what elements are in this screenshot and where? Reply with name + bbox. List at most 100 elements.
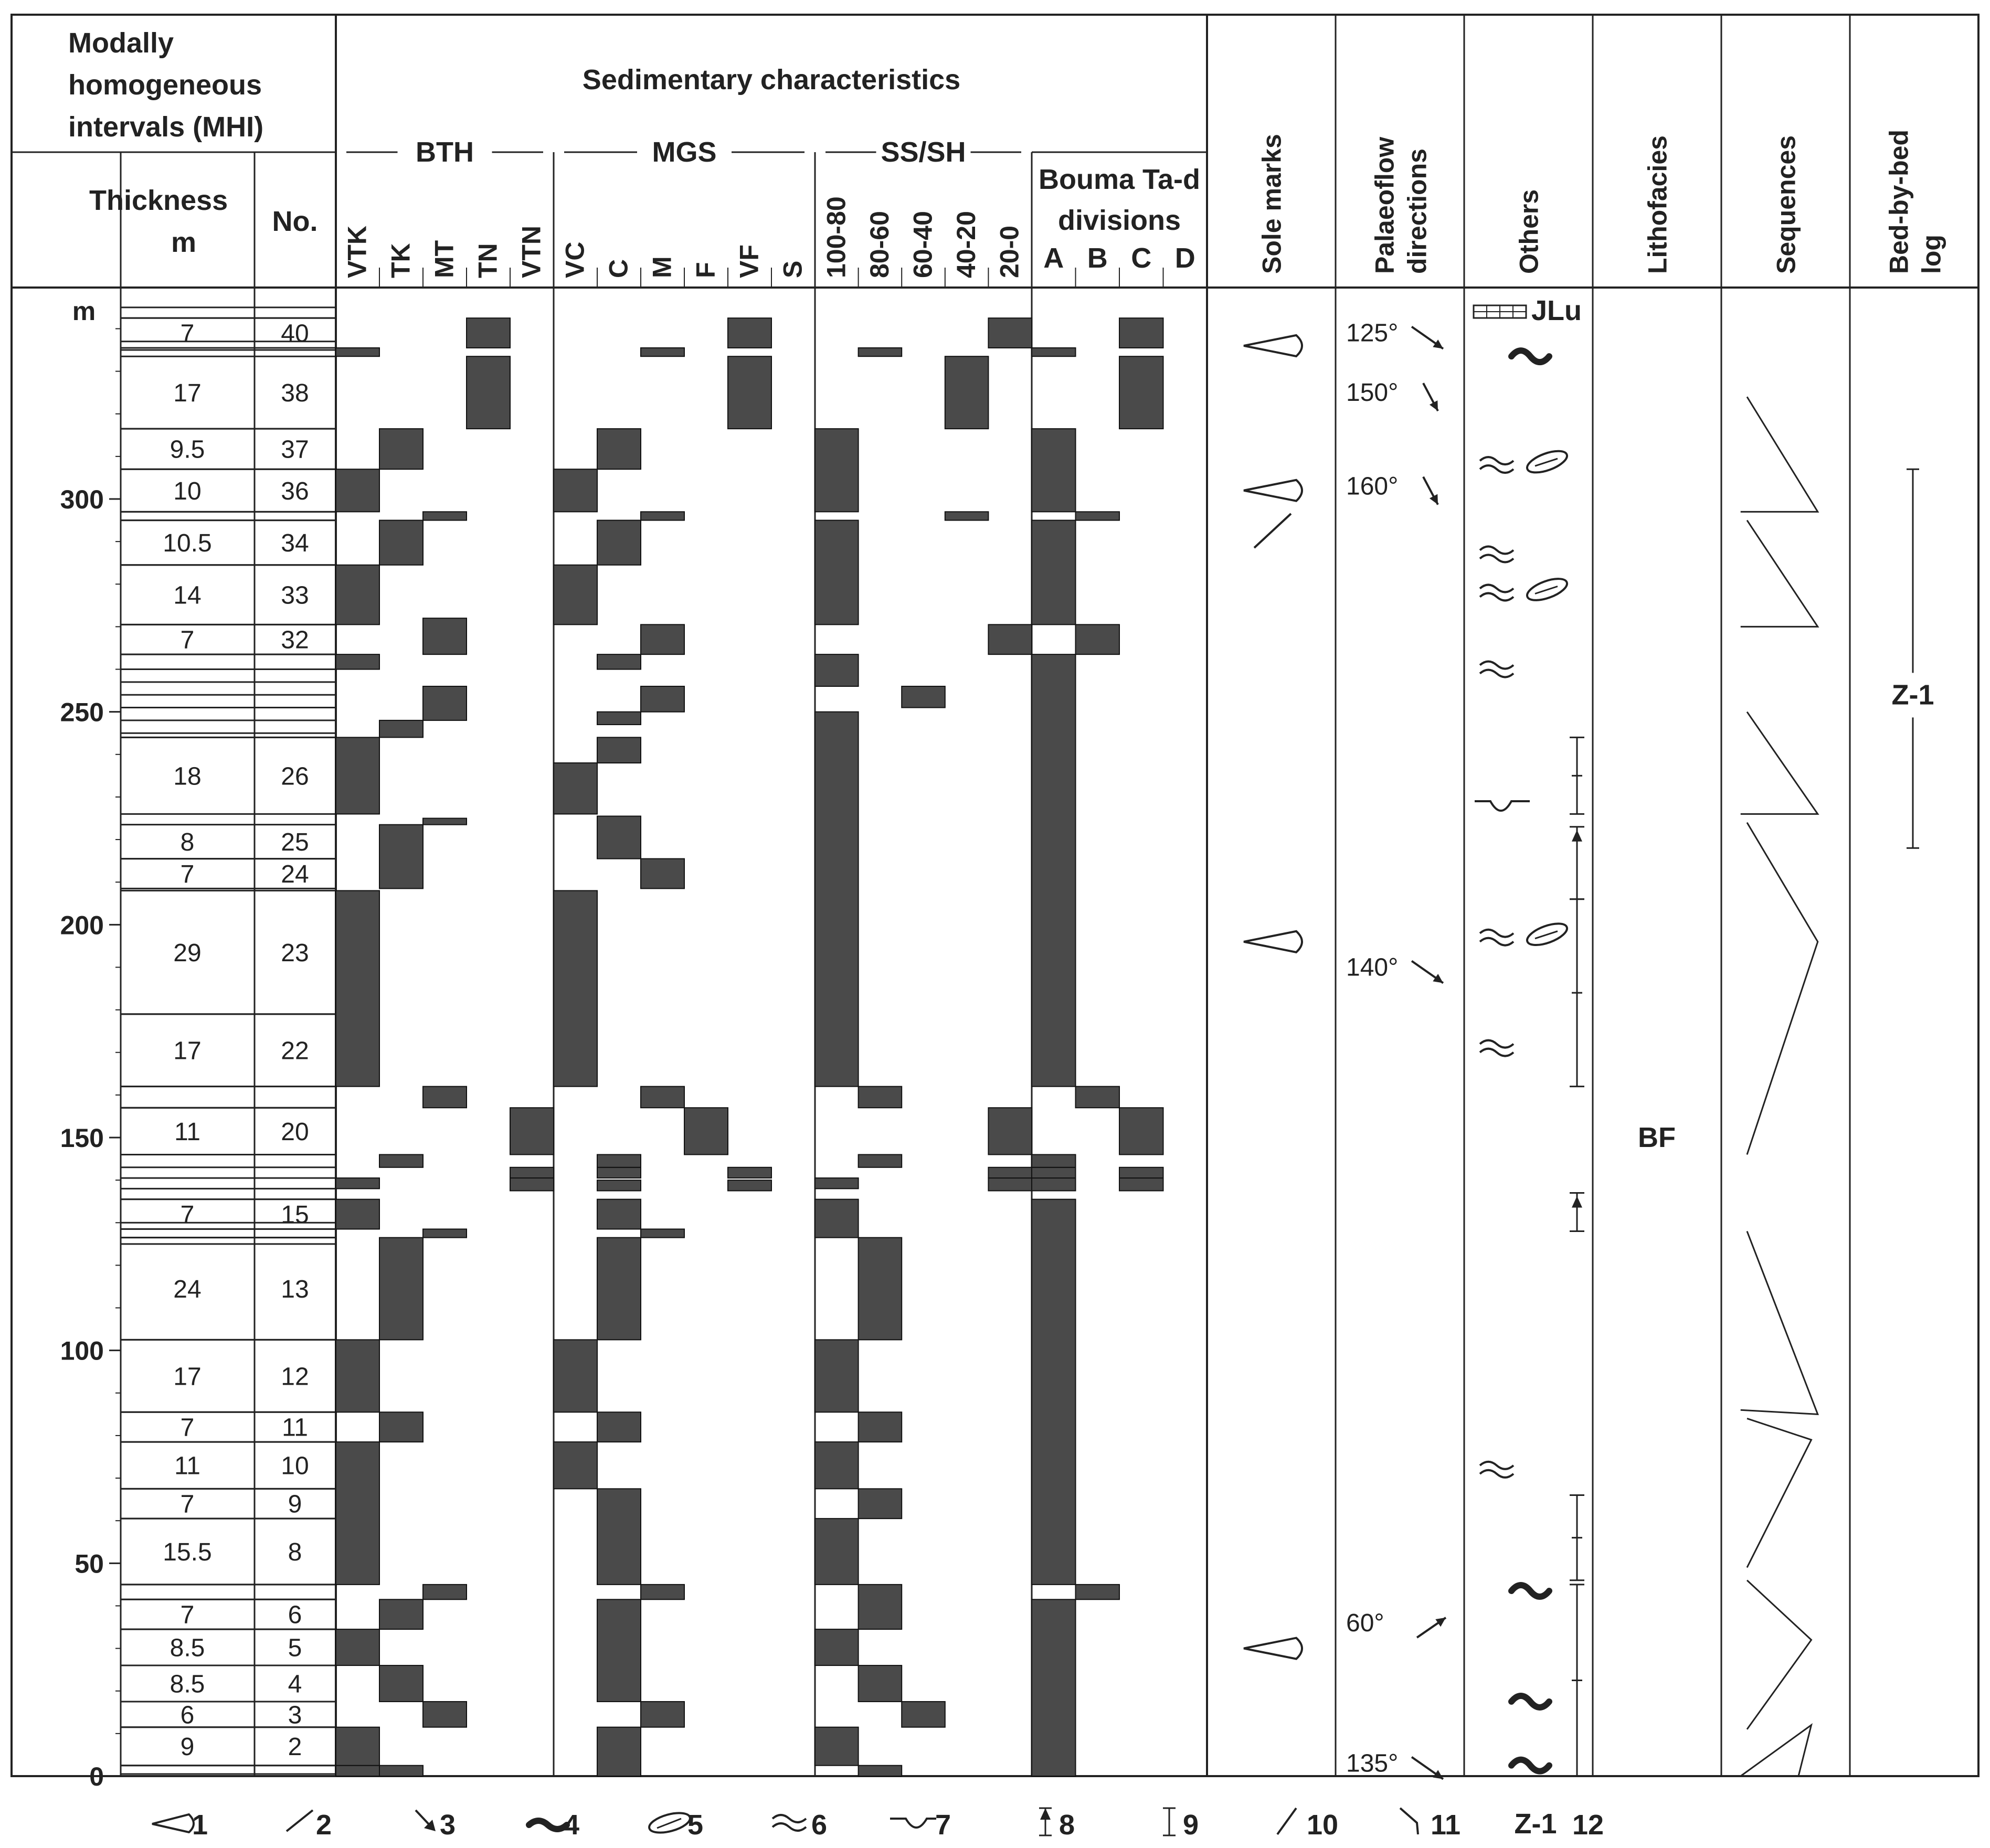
legend-number: 8 <box>1059 1809 1075 1841</box>
palaeoflow-arrowhead-icon <box>1429 400 1438 411</box>
mgs-bar <box>597 1599 641 1703</box>
interval-thickness: 15.5 <box>163 1538 211 1566</box>
sssh-bar <box>944 511 989 521</box>
mgs-bar <box>553 762 598 815</box>
legend-number: 9 <box>1183 1809 1199 1841</box>
interval-thickness: 18 <box>173 762 201 790</box>
interval-number: 6 <box>288 1601 302 1629</box>
mud-clast-icon <box>1534 458 1558 467</box>
legend-load-cast-icon <box>890 1818 936 1829</box>
bth-bar <box>335 737 380 815</box>
lamination-icon <box>1479 456 1515 466</box>
flute-mark-icon <box>1243 334 1303 358</box>
interval-number: 36 <box>281 477 309 505</box>
bouma-bar <box>1075 511 1120 521</box>
sssh-bar <box>814 654 859 687</box>
mgs-bar <box>553 890 598 1087</box>
sequence-trend-line <box>1740 396 1819 513</box>
legend-fining-icon <box>1276 1807 1297 1835</box>
sssh-bar <box>858 1584 903 1630</box>
bth-bar <box>379 519 424 566</box>
interval-number: 26 <box>281 762 309 790</box>
interval-thickness: 11 <box>174 1118 200 1146</box>
legend-number: 5 <box>687 1809 703 1841</box>
mgs-bar <box>640 1701 685 1728</box>
bth-bar <box>466 317 511 348</box>
axis-tick-label: 200 <box>60 910 104 940</box>
bth-bar <box>379 1154 424 1168</box>
bth-bar <box>466 356 511 430</box>
mgs-col-label: S <box>778 261 808 278</box>
interval-number: 8 <box>288 1538 302 1566</box>
sssh-bar <box>944 356 989 430</box>
mgs-bar <box>597 1180 641 1192</box>
sssh-bar <box>814 1177 859 1189</box>
mgs-bar <box>597 1154 641 1168</box>
axis-tick-label: 150 <box>60 1123 104 1153</box>
interval-number: 5 <box>288 1634 302 1662</box>
lamination-icon <box>1479 464 1515 474</box>
bouma-bar <box>1119 317 1164 348</box>
legend-number: 10 <box>1307 1809 1338 1841</box>
bth-bar <box>510 1107 554 1155</box>
mgs-bar <box>597 1166 641 1179</box>
sole-marks-header: Sole marks <box>1257 134 1287 274</box>
mgs-bar <box>597 1488 641 1585</box>
sssh-bar <box>814 1441 859 1490</box>
sssh-bar <box>814 711 859 1087</box>
mgs-bar <box>597 1411 641 1443</box>
mhi-header: intervals (MHI) <box>68 111 263 143</box>
interval-thickness: 7 <box>181 1201 195 1229</box>
mgs-bar <box>640 685 685 713</box>
sequences-header: Sequences <box>1772 135 1801 274</box>
mud-clast-icon <box>1526 578 1568 601</box>
mud-clast-icon <box>1526 922 1568 947</box>
mgs-bar <box>727 356 772 430</box>
others-column: JLu <box>1473 295 1584 1777</box>
sssh-header: SS/SH <box>881 136 966 168</box>
sssh-col-label: 60-40 <box>908 211 938 278</box>
bouma-bar <box>1031 428 1076 513</box>
bth-bar <box>335 890 380 1087</box>
sedimentary-header: Sedimentary characteristics <box>583 64 960 95</box>
interval-number: 38 <box>281 379 309 407</box>
sssh-bar <box>988 1107 1033 1155</box>
sequence-trend-line <box>1740 1230 1819 1415</box>
bouma-bar <box>1031 1198 1076 1585</box>
bouma-bar <box>1119 356 1164 430</box>
palaeoflow-arrowhead-icon <box>1433 1770 1443 1779</box>
mgs-bar <box>597 815 641 859</box>
bouma-bar <box>1075 1086 1120 1109</box>
mgs-bar <box>553 469 598 513</box>
mgs-bar <box>597 1237 641 1341</box>
convolute-bedding-icon <box>1508 1582 1552 1600</box>
axis-tick-label: 300 <box>60 485 104 514</box>
interval-number: 10 <box>281 1452 309 1480</box>
number-header: No. <box>272 206 318 237</box>
bth-bar <box>379 1665 424 1703</box>
interval-thickness: 7 <box>181 1414 195 1442</box>
sssh-bar <box>814 519 859 625</box>
bth-col-label: TN <box>473 243 503 278</box>
bth-bar <box>379 1599 424 1630</box>
bth-bar <box>510 1177 554 1192</box>
bouma-bar <box>1031 1166 1076 1179</box>
lamination-icon <box>1479 545 1515 555</box>
mgs-bar <box>597 1198 641 1230</box>
bouma-header: divisions <box>1058 205 1181 236</box>
legend-clast-icon <box>648 1812 691 1834</box>
interval-number: 37 <box>281 436 309 464</box>
upward-arrow-icon <box>1572 830 1582 842</box>
sssh-bar <box>901 685 946 708</box>
flute-mark-icon <box>1243 1637 1303 1660</box>
bth-bar <box>335 1629 380 1666</box>
outer-border <box>10 14 1980 1777</box>
mgs-bar <box>727 1166 772 1179</box>
bouma-bar <box>1119 1177 1164 1192</box>
palaeoflow-arrowhead-icon <box>1429 494 1438 505</box>
interval-thickness: 29 <box>173 939 201 967</box>
palaeoflow-column: 125° 150° 160° 140° 60° 135° <box>1346 320 1447 1780</box>
mgs-col-label: C <box>604 259 633 278</box>
sedimentary-bars <box>335 317 1164 1777</box>
bth-bar <box>379 1765 424 1777</box>
